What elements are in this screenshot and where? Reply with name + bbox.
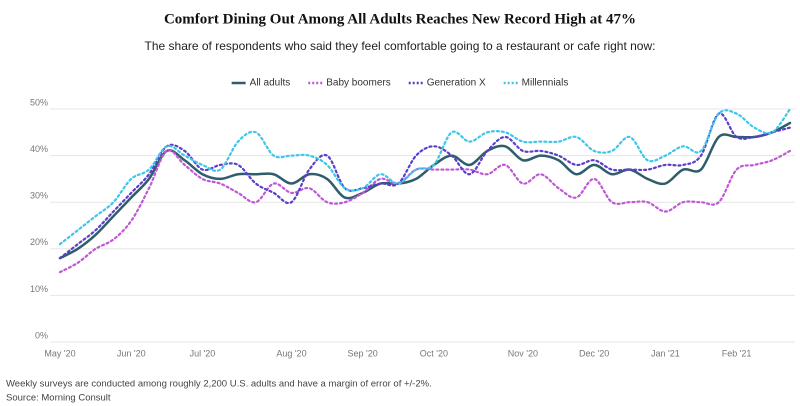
- x-tick-label: May '20: [44, 348, 75, 358]
- series-line: [58, 121, 792, 260]
- legend-label: Generation X: [427, 78, 486, 89]
- x-tick-label: Nov '20: [508, 348, 538, 358]
- legend: All adults Baby boomers Generation X Millen…: [231, 78, 569, 89]
- x-tick-label: Jul '20: [190, 348, 216, 358]
- x-tick-label: Jan '21: [651, 348, 680, 358]
- y-tick-label: 0%: [35, 330, 48, 340]
- x-tick-label: Dec '20: [579, 348, 609, 358]
- source: Source: Morning Consult: [6, 393, 111, 404]
- series-line: [58, 107, 792, 246]
- y-tick-label: 40%: [30, 144, 48, 154]
- x-tick-label: Feb '21: [722, 348, 752, 358]
- legend-item: Millennials: [503, 78, 569, 89]
- series-line: [58, 149, 792, 274]
- series-line: [58, 112, 792, 260]
- note: Weekly surveys are conducted among rough…: [6, 379, 432, 390]
- y-tick-label: 20%: [30, 237, 48, 247]
- legend-label: Baby boomers: [326, 78, 390, 89]
- legend-label: Millennials: [522, 78, 569, 89]
- x-tick-label: Aug '20: [276, 348, 306, 358]
- chart-subtitle: The share of respondents who said they f…: [145, 39, 656, 53]
- x-tick-label: Oct '20: [420, 348, 448, 358]
- y-tick-label: 50%: [30, 97, 48, 107]
- chart-title: Comfort Dining Out Among All Adults Reac…: [164, 11, 636, 27]
- y-tick-label: 30%: [30, 191, 48, 201]
- legend-label: All adults: [250, 78, 291, 89]
- legend-item: All adults: [231, 78, 291, 89]
- legend-item: Generation X: [408, 78, 486, 89]
- x-tick-label: Sep '20: [348, 348, 378, 358]
- legend-item: Baby boomers: [308, 78, 391, 89]
- y-tick-label: 10%: [30, 284, 48, 294]
- x-tick-label: Jun '20: [117, 348, 146, 358]
